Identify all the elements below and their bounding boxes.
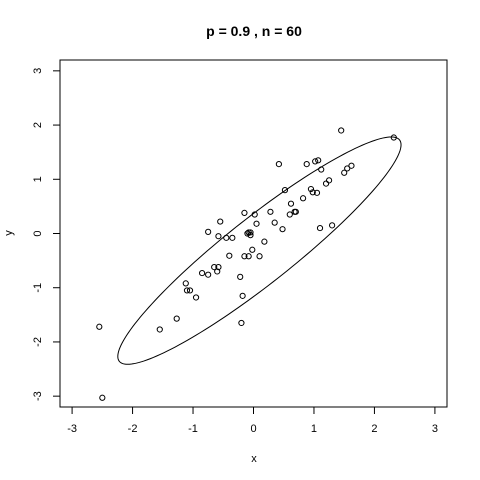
data-point: [344, 165, 351, 172]
x-axis: -3 -2 -1 0 1 2 3: [67, 406, 438, 435]
data-point: [275, 161, 282, 168]
data-point: [239, 292, 246, 299]
data-point: [205, 228, 212, 235]
data-point: [341, 169, 348, 176]
data-point: [173, 315, 180, 322]
data-point: [249, 246, 256, 253]
data-point: [215, 264, 222, 271]
data-point: [315, 157, 322, 164]
data-point: [309, 189, 316, 196]
y-axis: -3 -2 -1 0 1 2 3: [32, 68, 61, 401]
data-point: [244, 230, 251, 237]
data-point: [292, 208, 299, 215]
y-tick-label: 3: [32, 68, 44, 74]
data-point: [271, 219, 278, 226]
data-point: [241, 253, 248, 260]
data-point: [267, 208, 274, 215]
ellipse-curve: [117, 136, 402, 365]
data-point: [299, 195, 307, 202]
y-tick-label: 1: [32, 176, 44, 182]
x-tick-label: -2: [128, 423, 138, 435]
data-point: [156, 326, 163, 333]
data-point: [338, 127, 345, 134]
data-point: [253, 220, 260, 227]
data-point: [237, 273, 244, 280]
data-point: [99, 394, 106, 401]
x-tick-label: -1: [188, 423, 198, 435]
x-tick-label: -3: [67, 423, 77, 435]
data-point: [312, 158, 319, 165]
data-point: [217, 218, 224, 225]
y-tick-label: -3: [32, 391, 44, 401]
data-point: [245, 253, 252, 260]
x-axis-label: x: [251, 453, 257, 465]
data-point: [256, 253, 263, 260]
data-point: [322, 180, 330, 187]
data-point: [251, 211, 258, 218]
data-point: [226, 252, 233, 259]
data-point: [229, 234, 236, 241]
data-points: [96, 127, 397, 401]
data-point: [325, 177, 333, 184]
data-point: [329, 222, 336, 229]
data-point: [223, 234, 230, 241]
data-point: [286, 211, 293, 218]
x-tick-label: 1: [311, 423, 317, 435]
data-point: [390, 134, 397, 141]
data-point: [318, 166, 325, 173]
data-point: [313, 189, 321, 196]
data-point: [215, 233, 222, 240]
data-point: [182, 280, 189, 287]
x-tick-label: 3: [432, 423, 438, 435]
y-tick-label: -2: [32, 337, 44, 347]
data-point: [192, 294, 200, 301]
data-point: [303, 161, 310, 168]
data-point: [205, 271, 212, 278]
x-tick-label: 2: [371, 423, 377, 435]
data-point: [214, 268, 221, 275]
y-tick-label: 2: [32, 122, 44, 128]
y-axis-label: y: [3, 230, 15, 236]
data-point: [279, 226, 286, 233]
x-tick-label: 0: [250, 423, 256, 435]
data-point: [316, 224, 324, 232]
data-point: [307, 185, 315, 193]
data-point: [96, 323, 103, 330]
y-tick-label: 0: [32, 230, 44, 236]
data-point: [186, 287, 194, 294]
chart-title: p = 0.9 , n = 60: [206, 23, 302, 39]
confidence-ellipse: [117, 136, 402, 365]
data-point: [281, 187, 289, 194]
data-point: [247, 232, 254, 239]
data-point: [287, 200, 295, 207]
data-point: [183, 287, 191, 294]
data-point: [211, 264, 218, 271]
data-point: [199, 269, 206, 277]
data-point: [238, 319, 245, 327]
data-point: [261, 238, 268, 245]
data-point: [348, 162, 355, 169]
y-tick-label: -1: [32, 283, 44, 293]
data-point: [247, 229, 254, 236]
data-point: [241, 209, 248, 216]
